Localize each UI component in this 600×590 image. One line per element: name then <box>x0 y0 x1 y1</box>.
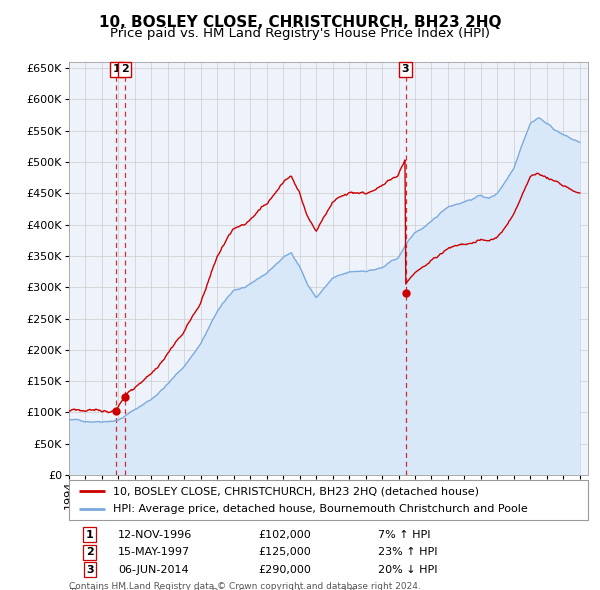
Text: 10, BOSLEY CLOSE, CHRISTCHURCH, BH23 2HQ (detached house): 10, BOSLEY CLOSE, CHRISTCHURCH, BH23 2HQ… <box>113 487 479 497</box>
Text: £125,000: £125,000 <box>259 548 311 557</box>
Text: 20% ↓ HPI: 20% ↓ HPI <box>378 565 437 575</box>
Text: 7% ↑ HPI: 7% ↑ HPI <box>378 530 430 540</box>
Text: 12-NOV-1996: 12-NOV-1996 <box>118 530 193 540</box>
Text: 3: 3 <box>402 64 409 74</box>
Text: 10, BOSLEY CLOSE, CHRISTCHURCH, BH23 2HQ: 10, BOSLEY CLOSE, CHRISTCHURCH, BH23 2HQ <box>99 15 501 30</box>
Text: 06-JUN-2014: 06-JUN-2014 <box>118 565 189 575</box>
Text: HPI: Average price, detached house, Bournemouth Christchurch and Poole: HPI: Average price, detached house, Bour… <box>113 504 528 514</box>
Text: 3: 3 <box>86 565 94 575</box>
Text: 1: 1 <box>86 530 94 540</box>
Text: 1: 1 <box>112 64 120 74</box>
Text: £102,000: £102,000 <box>259 530 311 540</box>
Text: Price paid vs. HM Land Registry's House Price Index (HPI): Price paid vs. HM Land Registry's House … <box>110 27 490 40</box>
Text: This data is licensed under the Open Government Licence v3.0.: This data is licensed under the Open Gov… <box>69 588 358 590</box>
Text: 15-MAY-1997: 15-MAY-1997 <box>118 548 190 557</box>
Text: 2: 2 <box>121 64 128 74</box>
Text: Contains HM Land Registry data © Crown copyright and database right 2024.: Contains HM Land Registry data © Crown c… <box>69 582 421 590</box>
Text: £290,000: £290,000 <box>259 565 311 575</box>
FancyBboxPatch shape <box>69 480 588 520</box>
Text: 2: 2 <box>86 548 94 557</box>
Text: 23% ↑ HPI: 23% ↑ HPI <box>378 548 437 557</box>
